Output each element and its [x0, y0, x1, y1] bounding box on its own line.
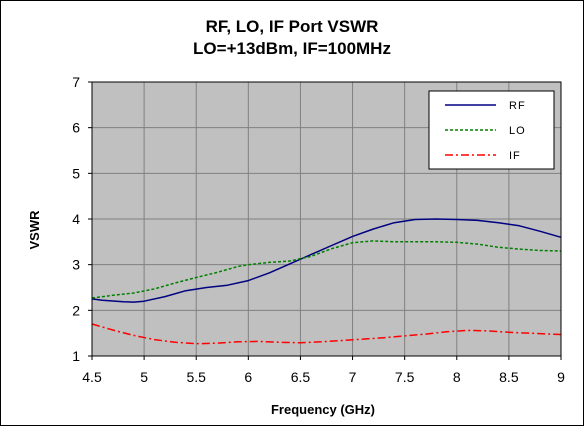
x-tick-label-1: 5 — [140, 369, 148, 385]
x-tick-label-8: 8.5 — [499, 369, 519, 385]
legend-label-if: IF — [509, 150, 521, 162]
tick-labels: 4.5 5 5.5 6 6.5 7 7.5 8 8.5 9 1 2 3 4 5 6 7 — [72, 74, 565, 385]
series-line-rf — [91, 218, 562, 303]
x-tick-label-9: 9 — [557, 369, 565, 385]
x-tick-label-4: 6.5 — [291, 369, 311, 385]
x-tick-label-7: 8 — [453, 369, 461, 385]
series-layer — [91, 218, 562, 345]
series-line-if — [91, 323, 562, 345]
chart-subtitle: LO=+13dBm, IF=100MHz — [193, 39, 391, 58]
x-tick-label-6: 7.5 — [395, 369, 415, 385]
axes — [88, 81, 562, 360]
y-tick-label-0: 1 — [72, 348, 80, 364]
y-tick-label-5: 6 — [72, 120, 80, 136]
x-tick-label-5: 7 — [349, 369, 357, 385]
legend-label-rf: RF — [509, 100, 526, 112]
y-tick-label-4: 5 — [72, 165, 80, 181]
x-tick-label-3: 6 — [244, 369, 252, 385]
y-axis-label: VSWR — [27, 210, 42, 250]
y-tick-label-6: 7 — [72, 74, 80, 90]
x-tick-label-2: 5.5 — [186, 369, 206, 385]
x-axis-label: Frequency (GHz) — [271, 402, 375, 417]
x-tick-label-0: 4.5 — [82, 369, 102, 385]
chart-title: RF, LO, IF Port VSWR — [206, 17, 379, 36]
y-tick-label-2: 3 — [72, 257, 80, 273]
y-tick-label-3: 4 — [72, 211, 80, 227]
legend-label-lo: LO — [509, 125, 526, 137]
legend: RF LO IF — [428, 90, 555, 170]
y-tick-label-1: 2 — [72, 302, 80, 318]
series-line-lo — [91, 240, 562, 299]
